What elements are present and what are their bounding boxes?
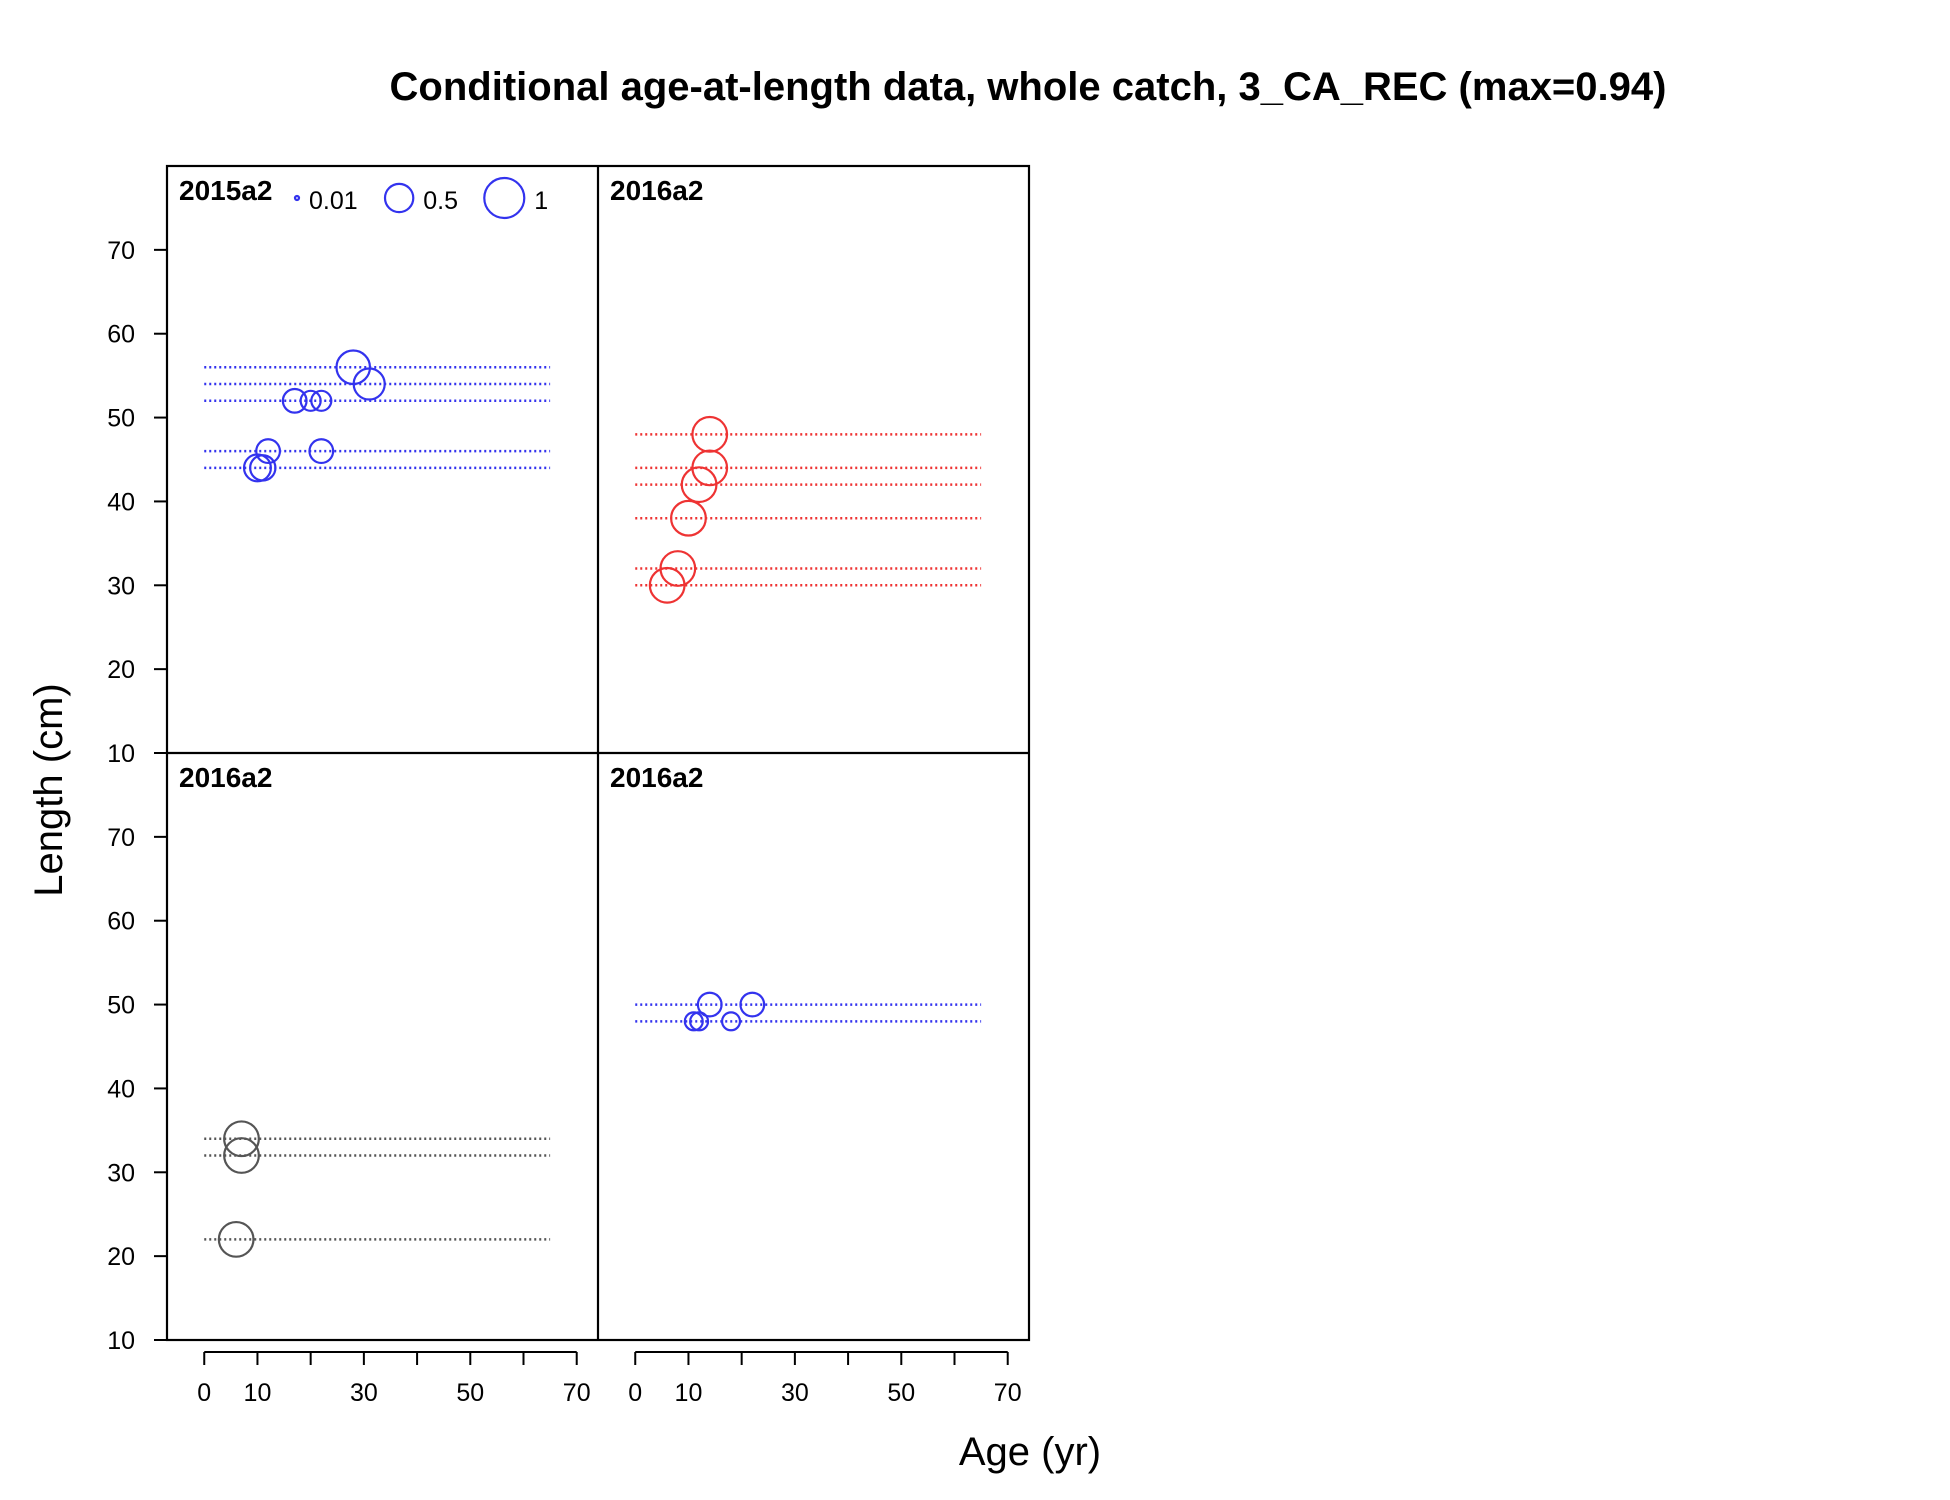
legend: 0.01 0.5 1 bbox=[293, 176, 548, 220]
x-tick-label: 70 bbox=[994, 1379, 1022, 1407]
legend-label: 0.01 bbox=[309, 187, 358, 215]
data-bubble bbox=[223, 1137, 260, 1174]
data-bubble bbox=[281, 387, 308, 414]
y-tick-label: 40 bbox=[107, 1075, 135, 1103]
x-tick-label: 0 bbox=[197, 1379, 211, 1407]
y-tick-label: 70 bbox=[107, 824, 135, 852]
data-bubble bbox=[689, 1011, 710, 1032]
y-axis-label: Length (cm) bbox=[27, 683, 71, 896]
data-bubble bbox=[217, 1220, 255, 1258]
y-tick-label: 50 bbox=[107, 405, 135, 433]
data-bubble bbox=[249, 454, 277, 482]
legend-label: 1 bbox=[534, 187, 548, 215]
data-bubble bbox=[308, 438, 335, 465]
legend-bubble bbox=[483, 176, 526, 220]
data-bubble bbox=[670, 499, 707, 537]
y-tick-label: 10 bbox=[107, 1327, 135, 1355]
data-bubble bbox=[659, 550, 697, 587]
data-bubble bbox=[255, 438, 282, 465]
panel-label: 2016a2 bbox=[610, 762, 703, 793]
panel-1: 2015a2 bbox=[179, 175, 551, 483]
data-bubble bbox=[299, 389, 322, 412]
x-tick-label: 50 bbox=[456, 1379, 484, 1407]
panel-2: 2016a2 bbox=[610, 175, 982, 604]
x-tick-label: 30 bbox=[781, 1379, 809, 1407]
chart-title: Conditional age-at-length data, whole ca… bbox=[390, 65, 1667, 109]
y-tick-label: 20 bbox=[107, 656, 135, 684]
x-axis-label: Age (yr) bbox=[959, 1430, 1101, 1474]
y-tick-label: 60 bbox=[107, 908, 135, 936]
data-bubble bbox=[335, 349, 372, 386]
data-bubble bbox=[683, 1011, 704, 1032]
y-tick-label: 70 bbox=[107, 237, 135, 265]
data-bubble bbox=[720, 1011, 742, 1032]
y-tick-label: 50 bbox=[107, 992, 135, 1020]
data-bubble bbox=[691, 415, 729, 453]
y-tick-label: 30 bbox=[107, 1159, 135, 1187]
y-tick-label: 20 bbox=[107, 1243, 135, 1271]
x-tick-label: 70 bbox=[563, 1379, 591, 1407]
data-bubble bbox=[310, 389, 333, 412]
panel-label: 2016a2 bbox=[179, 762, 272, 793]
y-tick-label: 40 bbox=[107, 488, 135, 516]
x-tick-label: 30 bbox=[350, 1379, 378, 1407]
x-tick-label: 10 bbox=[244, 1379, 272, 1407]
x-tick-label: 50 bbox=[887, 1379, 915, 1407]
data-bubble bbox=[242, 453, 272, 483]
panel-3: 2016a2 bbox=[179, 762, 551, 1258]
y-tick-label: 10 bbox=[107, 740, 135, 768]
legend-bubble bbox=[383, 182, 415, 214]
data-bubble bbox=[223, 1120, 260, 1158]
legend-bubble bbox=[293, 194, 301, 202]
y-tick-label: 60 bbox=[107, 321, 135, 349]
panel-label: 2016a2 bbox=[610, 175, 703, 206]
panel-4: 2016a2 bbox=[610, 762, 982, 1032]
data-bubble bbox=[696, 991, 723, 1018]
y-tick-label: 30 bbox=[107, 572, 135, 600]
legend-label: 0.5 bbox=[423, 187, 458, 215]
x-tick-label: 10 bbox=[675, 1379, 703, 1407]
x-tick-label: 0 bbox=[628, 1379, 642, 1407]
data-bubble bbox=[739, 991, 766, 1018]
panel-label: 2015a2 bbox=[179, 175, 272, 206]
